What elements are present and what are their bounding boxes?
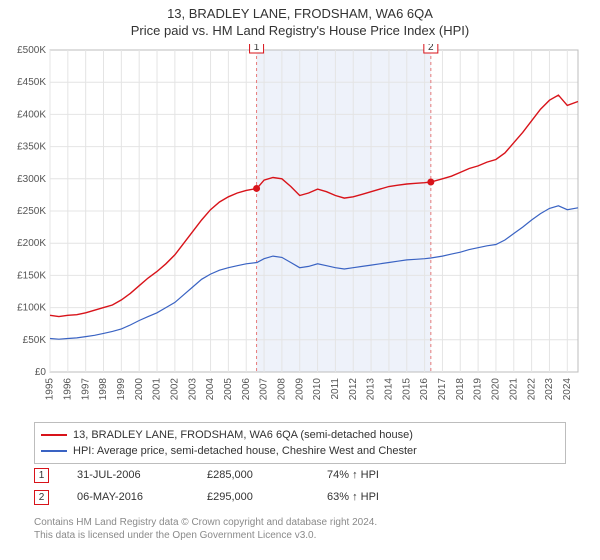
svg-text:1996: 1996 xyxy=(62,378,73,401)
sale-row: 2 06-MAY-2016 £295,000 63% ↑ HPI xyxy=(34,486,566,508)
svg-text:2006: 2006 xyxy=(241,378,252,401)
svg-text:2008: 2008 xyxy=(277,378,288,401)
svg-text:2024: 2024 xyxy=(562,378,573,401)
svg-text:£50K: £50K xyxy=(23,335,47,346)
legend-swatch xyxy=(41,434,67,436)
sale-row: 1 31-JUL-2006 £285,000 74% ↑ HPI xyxy=(34,464,566,486)
svg-text:2017: 2017 xyxy=(437,378,448,401)
svg-text:£500K: £500K xyxy=(17,45,46,56)
svg-text:1995: 1995 xyxy=(45,378,56,401)
svg-text:£400K: £400K xyxy=(17,109,46,120)
svg-text:2012: 2012 xyxy=(348,378,359,401)
svg-text:2001: 2001 xyxy=(152,378,163,401)
footer-line: This data is licensed under the Open Gov… xyxy=(34,529,566,542)
legend: 13, BRADLEY LANE, FRODSHAM, WA6 6QA (sem… xyxy=(34,422,566,464)
sale-price: £285,000 xyxy=(207,469,327,481)
sale-diff: 74% ↑ HPI xyxy=(327,469,447,481)
svg-text:1: 1 xyxy=(254,44,260,53)
svg-text:2000: 2000 xyxy=(134,378,145,401)
svg-text:1997: 1997 xyxy=(80,378,91,401)
svg-text:2: 2 xyxy=(428,44,434,53)
svg-text:2013: 2013 xyxy=(366,378,377,401)
svg-text:£300K: £300K xyxy=(17,174,46,185)
sale-diff: 63% ↑ HPI xyxy=(327,491,447,503)
svg-text:£200K: £200K xyxy=(17,238,46,249)
svg-text:2005: 2005 xyxy=(223,378,234,401)
svg-text:2011: 2011 xyxy=(330,378,341,400)
svg-text:2002: 2002 xyxy=(170,378,181,401)
svg-text:2018: 2018 xyxy=(455,378,466,401)
svg-text:2023: 2023 xyxy=(544,378,555,401)
footer-attribution: Contains HM Land Registry data © Crown c… xyxy=(34,516,566,542)
svg-text:2015: 2015 xyxy=(401,378,412,401)
svg-text:1999: 1999 xyxy=(116,378,127,401)
svg-text:2019: 2019 xyxy=(473,378,484,401)
svg-text:2009: 2009 xyxy=(294,378,305,401)
legend-label: 13, BRADLEY LANE, FRODSHAM, WA6 6QA (sem… xyxy=(73,429,413,441)
svg-text:£0: £0 xyxy=(35,367,47,378)
sale-date: 31-JUL-2006 xyxy=(77,469,207,481)
svg-text:2020: 2020 xyxy=(491,378,502,401)
sale-date: 06-MAY-2016 xyxy=(77,491,207,503)
svg-text:2003: 2003 xyxy=(187,378,198,401)
svg-text:2007: 2007 xyxy=(259,378,270,401)
footer-line: Contains HM Land Registry data © Crown c… xyxy=(34,516,566,529)
sale-badge: 1 xyxy=(34,468,49,483)
svg-text:2022: 2022 xyxy=(526,378,537,401)
svg-text:2021: 2021 xyxy=(508,378,519,401)
svg-text:2010: 2010 xyxy=(312,378,323,401)
sale-badge: 2 xyxy=(34,490,49,505)
sales-table: 1 31-JUL-2006 £285,000 74% ↑ HPI 2 06-MA… xyxy=(34,464,566,508)
chart-titles: 13, BRADLEY LANE, FRODSHAM, WA6 6QA Pric… xyxy=(0,0,600,38)
legend-label: HPI: Average price, semi-detached house,… xyxy=(73,445,417,457)
svg-text:2016: 2016 xyxy=(419,378,430,401)
legend-item: 13, BRADLEY LANE, FRODSHAM, WA6 6QA (sem… xyxy=(41,427,559,443)
title-address: 13, BRADLEY LANE, FRODSHAM, WA6 6QA xyxy=(0,6,600,21)
svg-text:£100K: £100K xyxy=(17,303,46,314)
svg-text:1998: 1998 xyxy=(98,378,109,401)
svg-text:£450K: £450K xyxy=(17,77,46,88)
legend-swatch xyxy=(41,450,67,452)
svg-text:£150K: £150K xyxy=(17,270,46,281)
svg-text:2014: 2014 xyxy=(384,378,395,401)
svg-text:£350K: £350K xyxy=(17,142,46,153)
sale-price: £295,000 xyxy=(207,491,327,503)
legend-item: HPI: Average price, semi-detached house,… xyxy=(41,443,559,459)
price-chart: £0 £50K £100K £150K £200K £250K £300K £350K £400… xyxy=(0,44,600,414)
title-subtitle: Price paid vs. HM Land Registry's House … xyxy=(0,23,600,38)
svg-text:2004: 2004 xyxy=(205,378,216,401)
svg-text:£250K: £250K xyxy=(17,206,46,217)
